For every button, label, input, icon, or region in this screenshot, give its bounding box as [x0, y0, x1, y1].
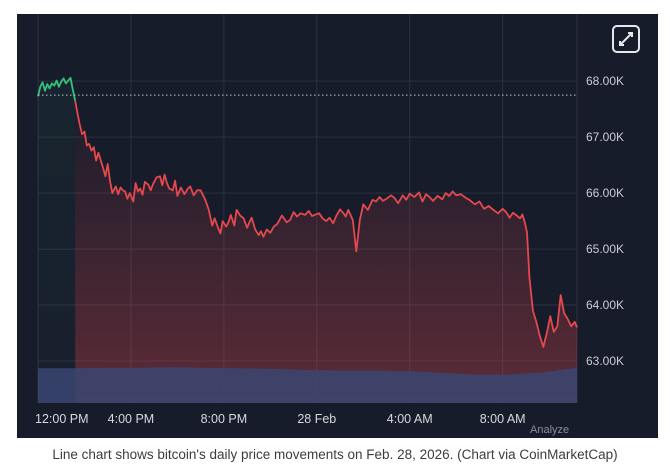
x-tick-label-1: 4:00 PM	[108, 412, 155, 426]
x-axis-labels: 12:00 PM 4:00 PM 8:00 PM 28 Feb 4:00 AM 8:00 …	[35, 412, 526, 426]
volume-area	[38, 367, 577, 403]
price-fill-up	[38, 77, 76, 404]
y-axis-labels: 68.00K 67.00K 66.00K 65.00K 64.00K 63.00K	[586, 74, 624, 368]
analyze-watermark: Analyze	[530, 424, 569, 436]
y-tick-label-5: 63.00K	[586, 354, 624, 368]
price-line-up	[37, 76, 77, 101]
expand-icon[interactable]	[612, 25, 640, 53]
x-tick-label-2: 8:00 PM	[201, 412, 248, 426]
y-tick-label-3: 65.00K	[586, 242, 624, 256]
price-line	[37, 76, 578, 348]
x-tick-label-5: 8:00 AM	[480, 412, 526, 426]
x-tick-label-0: 12:00 PM	[35, 412, 89, 426]
y-tick-label-4: 64.00K	[586, 298, 624, 312]
price-fill-down	[75, 100, 577, 404]
price-area-fill	[38, 77, 577, 404]
chart-panel: 68.00K 67.00K 66.00K 65.00K 64.00K 63.00K 12:…	[17, 14, 658, 438]
x-tick-label-3: 28 Feb	[297, 412, 336, 426]
y-tick-label-0: 68.00K	[586, 74, 624, 88]
y-tick-label-2: 66.00K	[586, 186, 624, 200]
price-chart: 68.00K 67.00K 66.00K 65.00K 64.00K 63.00K 12:…	[35, 14, 640, 436]
x-tick-label-4: 4:00 AM	[387, 412, 433, 426]
y-tick-label-1: 67.00K	[586, 130, 624, 144]
figure-caption: Line chart shows bitcoin's daily price m…	[52, 447, 618, 462]
volume-fill	[38, 367, 577, 403]
price-line-down	[74, 100, 578, 348]
